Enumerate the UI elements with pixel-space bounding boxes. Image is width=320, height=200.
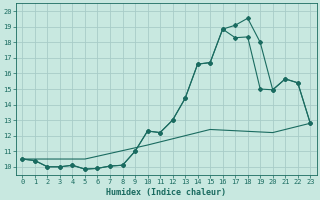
X-axis label: Humidex (Indice chaleur): Humidex (Indice chaleur): [106, 188, 226, 197]
